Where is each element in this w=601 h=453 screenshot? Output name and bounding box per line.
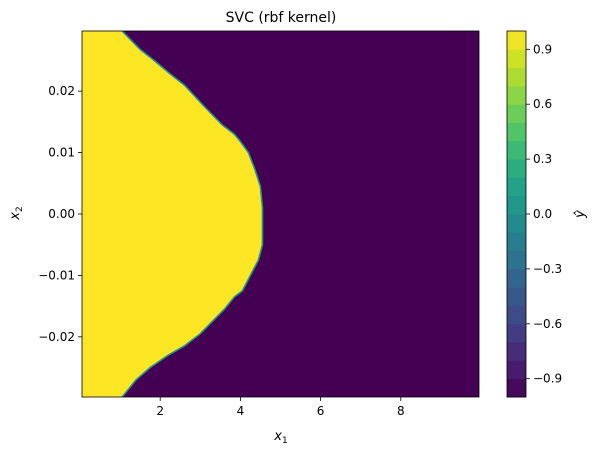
colorbar-level <box>507 122 526 142</box>
colorbar-level <box>507 360 526 380</box>
y-axis-label: x2 <box>8 206 25 220</box>
colorbar-level <box>507 342 526 361</box>
colorbar-level <box>507 31 526 50</box>
x-tick-label: 2 <box>156 404 164 418</box>
colorbar-tick-label: 0.3 <box>533 152 552 166</box>
colorbar-tick-label: 0.6 <box>533 97 552 111</box>
x-tick-label: 8 <box>397 404 405 418</box>
decision-boundary-line <box>121 30 264 398</box>
y-axis-label-sub: 2 <box>15 206 25 212</box>
region-positive-class <box>82 31 263 397</box>
colorbar-level <box>507 232 526 251</box>
colorbar-level <box>507 195 526 215</box>
y-tick-label: 0.00 <box>48 207 75 221</box>
colorbar-level <box>507 67 526 87</box>
colorbar-level <box>507 250 526 270</box>
colorbar-level <box>507 177 526 197</box>
colorbar-level <box>507 49 526 68</box>
y-tick-label: −0.02 <box>38 330 75 344</box>
colorbar-level <box>507 268 526 288</box>
colorbar-tick-label: −0.9 <box>533 372 562 386</box>
colorbar-level <box>507 104 526 123</box>
x-axis-label: x1 <box>273 429 287 446</box>
colorbar-level <box>507 85 526 105</box>
colorbar-level <box>507 378 526 398</box>
y-tick-label: 0.02 <box>48 84 75 98</box>
x-axis-label-main: x <box>273 429 282 444</box>
colorbar-tick-label: −0.6 <box>533 317 562 331</box>
x-axis: 2 4 6 8 <box>156 397 405 418</box>
colorbar: −0.9 −0.6 −0.3 0.0 0.3 0.6 0.9 <box>506 30 562 398</box>
x-tick-label: 4 <box>237 404 245 418</box>
plot-area <box>81 30 480 398</box>
colorbar-level <box>507 287 526 306</box>
colorbar-level <box>507 323 526 343</box>
colorbar-level <box>507 305 526 325</box>
colorbar-level <box>507 159 526 178</box>
colorbar-level <box>507 214 526 233</box>
y-tick-label: 0.01 <box>48 146 75 160</box>
colorbar-tick-label: 0.0 <box>533 207 552 221</box>
colorbar-label: ŷ <box>573 210 588 219</box>
chart-title: SVC (rbf kernel) <box>226 10 337 26</box>
colorbar-tick-label: −0.3 <box>533 262 562 276</box>
x-tick-label: 6 <box>317 404 325 418</box>
colorbar-level <box>507 140 526 160</box>
y-axis-label-main: x <box>8 212 23 221</box>
y-axis: −0.02 −0.01 0.00 0.01 0.02 <box>38 84 82 344</box>
colorbar-tick-label: 0.9 <box>533 42 552 56</box>
x-axis-label-sub: 1 <box>282 436 288 446</box>
y-tick-label: −0.01 <box>38 268 75 282</box>
